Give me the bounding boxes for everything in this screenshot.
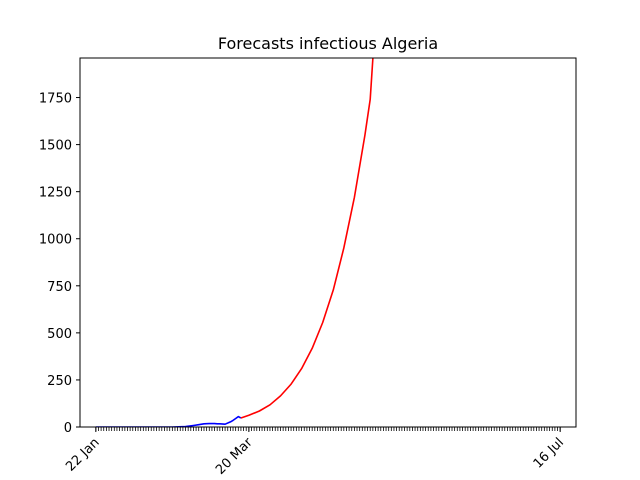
y-tick-label: 750	[47, 280, 72, 295]
x-axis: 22 Jan 20 Mar 16 Jul	[63, 427, 567, 478]
x-tick-label: 20 Mar	[213, 435, 256, 478]
series-line-0	[95, 415, 242, 427]
chart-title: Forecasts infectious Algeria	[218, 34, 438, 53]
x-tick-label: 16 Jul	[531, 435, 567, 471]
y-tick-label: 1500	[39, 139, 72, 154]
series-layer	[95, 58, 374, 427]
y-tick-label: 1250	[39, 186, 72, 201]
series-line-1	[240, 58, 374, 419]
y-tick-label: 250	[47, 374, 72, 389]
y-tick-label: 1000	[39, 233, 72, 248]
plot-frame	[79, 57, 577, 428]
y-tick-label: 500	[47, 327, 72, 342]
y-tick-label: 0	[64, 421, 72, 436]
y-axis: 0 250 500 750 1000 1250 1500 1750	[39, 92, 80, 436]
x-tick-label: 22 Jan	[63, 435, 102, 474]
y-tick-label: 1750	[39, 92, 72, 107]
